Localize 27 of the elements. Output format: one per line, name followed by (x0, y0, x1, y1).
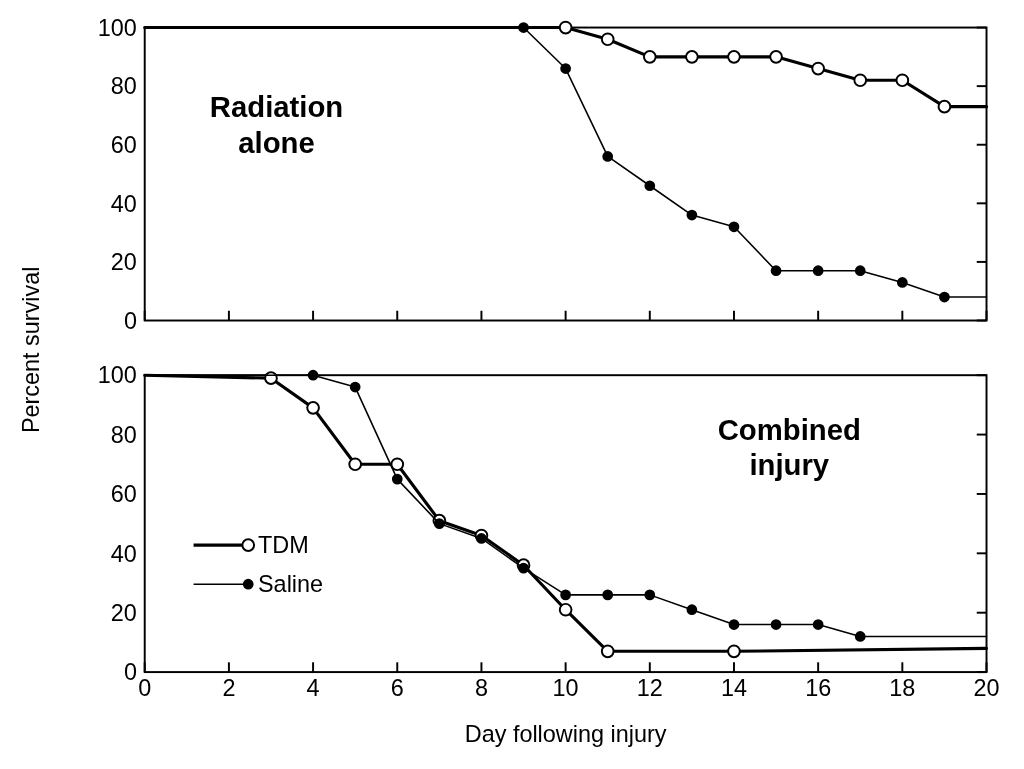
y-tick-label: 20 (110, 249, 137, 276)
y-tick-label: 60 (110, 131, 137, 158)
text: Radiation alone (209, 90, 344, 159)
y-tick-label: 80 (110, 73, 137, 100)
y-tick-label: 40 (110, 540, 137, 567)
x-tick-label: 14 (720, 674, 748, 701)
y-tick-label: 0 (123, 307, 137, 334)
x-tick-label: 12 (636, 674, 663, 701)
y-tick-label: 80 (110, 421, 137, 448)
x-tick-label: 18 (889, 674, 916, 701)
y-tick-label: 20 (110, 599, 137, 626)
x-tick-label: 10 (552, 674, 579, 701)
x-tick-label: 20 (973, 674, 1000, 701)
y-tick-label: 100 (97, 14, 137, 41)
x-tick-label: 16 (805, 674, 832, 701)
x-tick-label: 8 (474, 674, 488, 701)
x-tick-label: 2 (222, 674, 236, 701)
y-tick-label: 40 (110, 190, 137, 217)
x-tick-label: 4 (306, 674, 320, 701)
y-axis-title: Percent survival (18, 266, 45, 434)
text: Combined injury (717, 412, 861, 481)
y-tick-label: 100 (97, 362, 137, 389)
x-tick-label: 6 (390, 674, 404, 701)
legend-label: TDM (258, 532, 309, 559)
x-axis-title: Day following injury (464, 721, 667, 748)
legend-label: Saline (258, 571, 324, 598)
y-tick-label: 60 (110, 481, 137, 508)
